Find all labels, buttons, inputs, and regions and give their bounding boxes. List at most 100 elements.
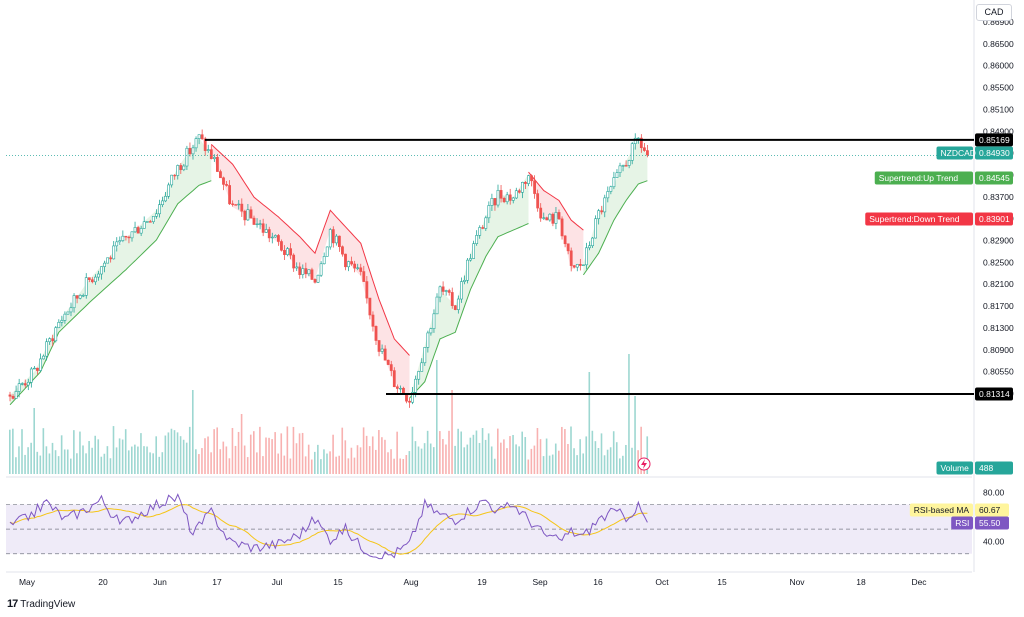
candle-body [557,212,561,220]
volume-bar [381,437,383,474]
price-tick-label: 0.81300 [983,323,1014,333]
price-tick-label: 0.80900 [983,345,1014,355]
candle-body [36,367,39,371]
volume-bar [106,446,109,474]
candle-body [316,274,320,283]
candle-body [100,266,103,275]
volume-bar [237,431,240,474]
candle-body [237,203,241,206]
volume-bar [335,456,337,474]
volume-bar [484,439,487,474]
volume-bar [338,455,340,474]
supertrend-down-fill [211,144,410,399]
volume-bar [466,444,469,474]
rsi-tag-value: 60.67 [979,505,1001,515]
volume-bar [503,439,505,474]
volume-bar [274,432,276,474]
volume-bar [51,442,54,474]
candle-body [386,359,390,365]
candle-body [493,198,497,206]
volume-bar [573,448,575,474]
candle-body [466,259,469,281]
price-tag-value-bg [975,212,1013,226]
currency-selector[interactable]: CAD [976,4,1012,21]
volume-bar [448,430,450,474]
candle-body [240,203,244,212]
price-tag-label: Supertrend:Up Trend [879,173,959,183]
volume-bar [91,447,93,474]
volume-bar [124,429,127,474]
volume-bar [21,429,23,474]
volume-bar [356,445,359,474]
volume-bar [588,372,591,474]
candle-body [313,279,317,283]
candle-body [380,348,384,352]
volume-bar [112,426,115,474]
volume-bar [57,456,60,474]
candle-layer [8,129,649,408]
time-tick-label: 16 [593,577,603,587]
candle-body [225,184,228,186]
volume-bar [445,444,447,474]
volume-bar [207,436,209,474]
price-tag-label: Volume [941,463,970,473]
candle-body [591,237,594,247]
candle-body [130,231,134,239]
time-tick-label: 19 [477,577,487,587]
candle-body [588,245,591,249]
candle-body [350,261,354,265]
volume-bar [60,435,63,474]
volume-bar [509,436,511,474]
candle-body [209,149,213,160]
candle-body [517,190,521,193]
volume-bar [399,458,401,474]
candle-body [136,227,140,234]
candle-body [575,264,579,268]
candle-body [255,223,259,226]
candle-body [435,296,439,315]
candle-body [539,207,543,219]
tradingview-brand[interactable]: 17 TradingView [7,598,75,610]
candle-body [188,147,192,155]
volume-bar [527,459,530,474]
candle-body [426,332,430,348]
volume-bar [27,447,29,474]
volume-bar [512,434,514,474]
volume-bar [640,426,642,474]
time-tick-label: 17 [212,577,222,587]
price-tag-label-bg [874,171,973,185]
time-tick-label: Dec [911,577,927,587]
supertrend-up-fill [10,137,212,405]
volume-bar [478,442,481,474]
candle-body [353,263,357,269]
volume-bar [378,430,380,474]
volume-bar [329,451,331,474]
time-axis[interactable]: May 20 Jun 17 Jul 15 Aug 19 Sep 16 Oct 15 Nov 18 Dec [19,577,927,587]
volume-bar [185,442,188,474]
price-tag-label: Supertrend:Down Trend [869,214,960,224]
lightning-icon[interactable] [637,457,651,471]
volume-bar [256,452,258,474]
candle-body [243,210,247,221]
volume-bar [249,434,252,474]
volume-bar [545,438,548,474]
volume-bar [48,453,51,474]
volume-bar [521,431,523,474]
volume-bar [103,453,106,474]
volume-bar [426,430,429,474]
candle-body [26,381,30,386]
volume-bar [365,435,368,474]
candle-body [270,236,274,239]
candle-body [234,204,238,206]
candle-body [344,253,347,268]
supertrend-up-line [582,180,648,276]
candle-body [200,134,204,140]
candle-body [618,165,622,174]
price-tick-label: 0.86000 [983,61,1014,71]
candle-body [499,190,503,199]
volume-bar [619,458,621,474]
candle-body [630,143,634,161]
volume-bar [9,429,11,474]
price-tag-label: NZDCAD [941,148,976,158]
